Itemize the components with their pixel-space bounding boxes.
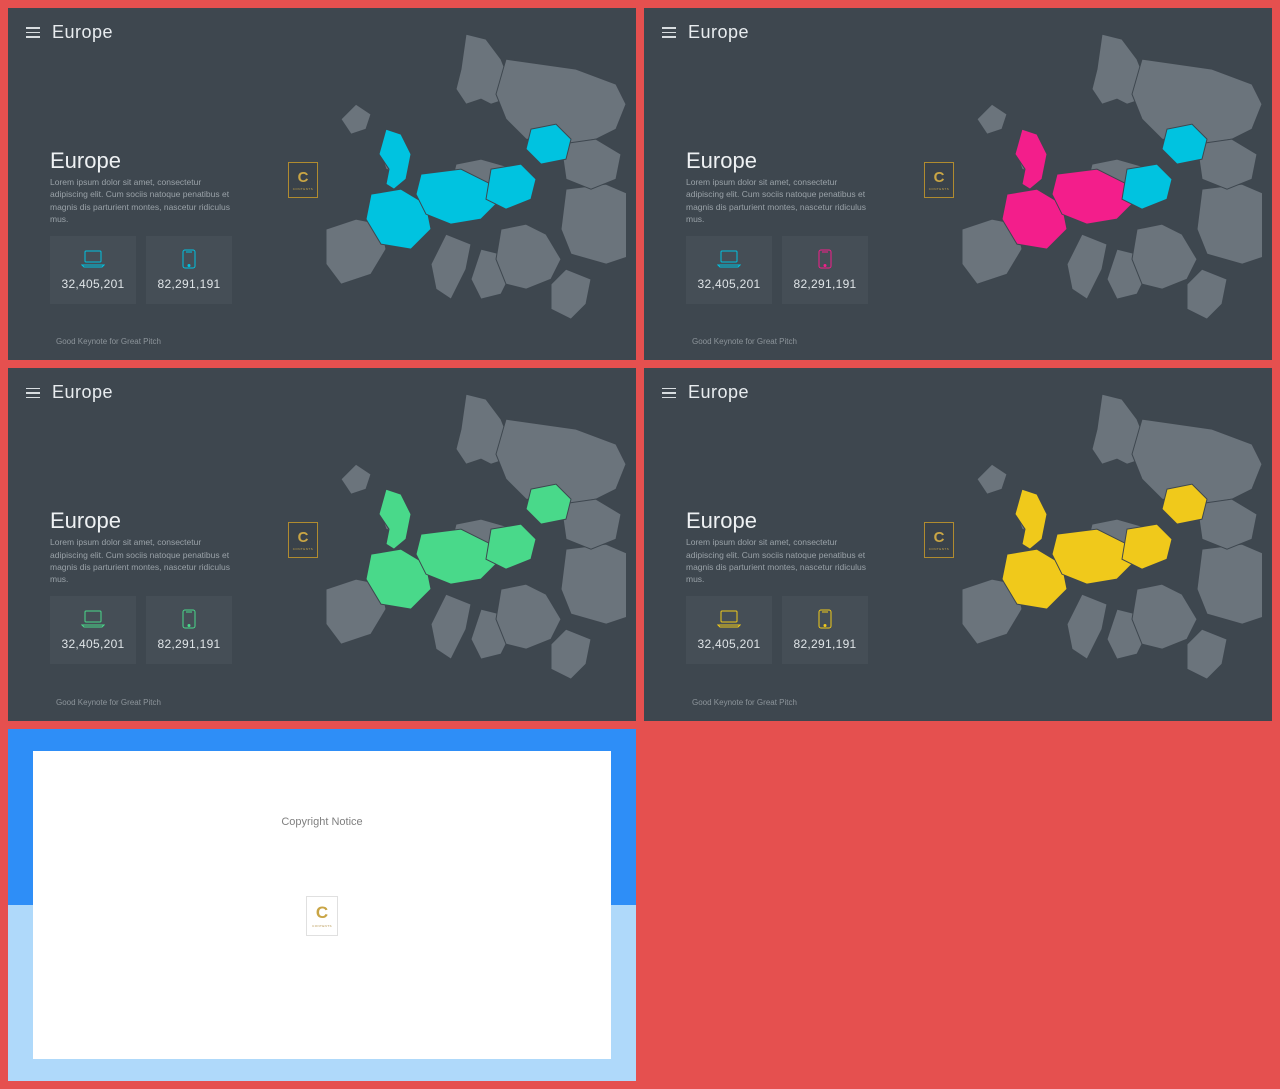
stat-card-phone: 82,291,191: [146, 596, 232, 664]
stat-card-laptop: 32,405,201: [50, 236, 136, 304]
brand-logo-sub: CONTENTS: [312, 924, 332, 928]
laptop-icon: [81, 249, 105, 269]
europe-map: [316, 386, 626, 702]
section-title: Europe: [686, 148, 757, 174]
brand-logo-letter: C: [298, 169, 309, 186]
slide-4: EuropeEuropeLorem ipsum dolor sit amet, …: [644, 368, 1272, 720]
section-title: Europe: [50, 508, 121, 534]
menu-icon[interactable]: [26, 27, 40, 38]
slide-footer: Good Keynote for Great Pitch: [56, 698, 161, 707]
stat-value-1: 32,405,201: [697, 637, 760, 651]
section-text: Lorem ipsum dolor sit amet, consectetur …: [50, 536, 240, 585]
stat-value-2: 82,291,191: [157, 637, 220, 651]
empty-cell: [644, 729, 1272, 1081]
slide-footer: Good Keynote for Great Pitch: [692, 698, 797, 707]
brand-logo: CCONTENTS: [288, 162, 318, 198]
slide-footer: Good Keynote for Great Pitch: [692, 337, 797, 346]
laptop-icon: [81, 609, 105, 629]
stat-card-laptop: 32,405,201: [686, 596, 772, 664]
slide-2: EuropeEuropeLorem ipsum dolor sit amet, …: [644, 8, 1272, 360]
stat-cards: 32,405,201 82,291,191: [50, 596, 232, 664]
stat-cards: 32,405,201 82,291,191: [50, 236, 232, 304]
brand-logo-sub: CONTENTS: [293, 547, 314, 551]
menu-icon[interactable]: [662, 388, 676, 399]
top-title: Europe: [688, 22, 749, 43]
top-title: Europe: [52, 382, 113, 403]
europe-map: [952, 26, 1262, 342]
phone-icon: [818, 609, 832, 629]
brand-logo: C CONTENTS: [306, 896, 338, 936]
phone-icon: [182, 609, 196, 629]
stat-card-laptop: 32,405,201: [50, 596, 136, 664]
stat-value-1: 32,405,201: [61, 277, 124, 291]
slide-footer: Good Keynote for Great Pitch: [56, 337, 161, 346]
slide-5: Copyright Notice C CONTENTS: [8, 729, 636, 1081]
brand-logo: CCONTENTS: [288, 522, 318, 558]
brand-logo-letter: C: [316, 903, 328, 923]
stat-value-1: 32,405,201: [697, 277, 760, 291]
laptop-icon: [717, 609, 741, 629]
stat-value-1: 32,405,201: [61, 637, 124, 651]
brand-logo-letter: C: [298, 529, 309, 546]
stat-card-phone: 82,291,191: [782, 236, 868, 304]
slide-grid: EuropeEuropeLorem ipsum dolor sit amet, …: [8, 8, 1272, 1081]
brand-logo-sub: CONTENTS: [929, 187, 950, 191]
brand-logo: CCONTENTS: [924, 162, 954, 198]
menu-icon[interactable]: [662, 27, 676, 38]
slide-1: EuropeEuropeLorem ipsum dolor sit amet, …: [8, 8, 636, 360]
europe-map: [316, 26, 626, 342]
stat-card-laptop: 32,405,201: [686, 236, 772, 304]
slide-3: EuropeEuropeLorem ipsum dolor sit amet, …: [8, 368, 636, 720]
stat-value-2: 82,291,191: [793, 277, 856, 291]
brand-logo: CCONTENTS: [924, 522, 954, 558]
section-text: Lorem ipsum dolor sit amet, consectetur …: [686, 176, 876, 225]
europe-map: [952, 386, 1262, 702]
brand-logo-sub: CONTENTS: [929, 547, 950, 551]
section-text: Lorem ipsum dolor sit amet, consectetur …: [50, 176, 240, 225]
top-title: Europe: [688, 382, 749, 403]
phone-icon: [182, 249, 196, 269]
stat-cards: 32,405,201 82,291,191: [686, 596, 868, 664]
section-title: Europe: [50, 148, 121, 174]
stat-card-phone: 82,291,191: [146, 236, 232, 304]
brand-logo-letter: C: [934, 529, 945, 546]
stat-value-2: 82,291,191: [793, 637, 856, 651]
section-title: Europe: [686, 508, 757, 534]
menu-icon[interactable]: [26, 388, 40, 399]
stat-card-phone: 82,291,191: [782, 596, 868, 664]
light-paper: Copyright Notice C CONTENTS: [33, 751, 611, 1059]
brand-logo-sub: CONTENTS: [293, 187, 314, 191]
brand-logo-letter: C: [934, 169, 945, 186]
stat-value-2: 82,291,191: [157, 277, 220, 291]
section-text: Lorem ipsum dolor sit amet, consectetur …: [686, 536, 876, 585]
top-title: Europe: [52, 22, 113, 43]
phone-icon: [818, 249, 832, 269]
copyright-title: Copyright Notice: [33, 816, 611, 828]
laptop-icon: [717, 249, 741, 269]
stat-cards: 32,405,201 82,291,191: [686, 236, 868, 304]
